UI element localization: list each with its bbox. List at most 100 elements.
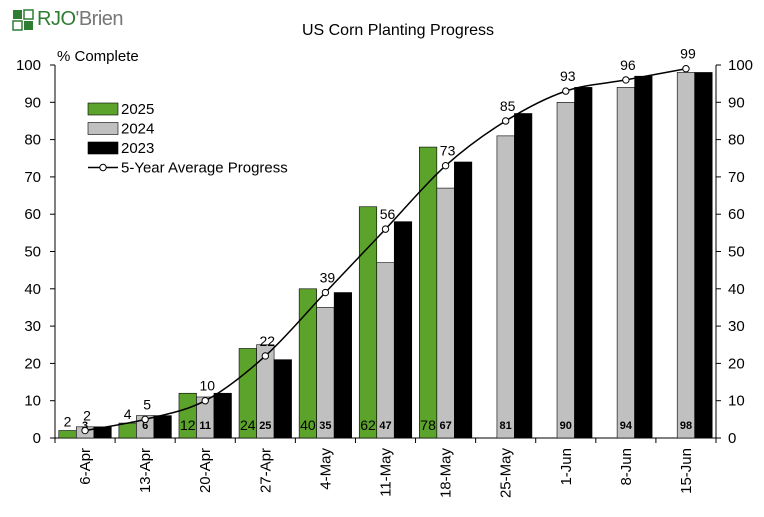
legend-swatch-2024: [87, 122, 119, 135]
data-label-2025: 4: [124, 406, 132, 422]
bar-2023: [153, 415, 172, 439]
bar-2025: [419, 146, 438, 439]
legend-swatch-2023: [87, 141, 119, 155]
y-tick-label-left: 100: [16, 57, 41, 74]
data-label-5yr-average: 99: [680, 46, 696, 62]
legend-label-2025: 2025: [121, 101, 154, 118]
legend-label-5yr-average: 5-Year Average Progress: [121, 160, 288, 177]
bar-2023: [574, 87, 593, 439]
y-tick-label-right: 30: [728, 318, 745, 335]
x-tick-label: 15-Jun: [678, 448, 695, 494]
data-label-2024: 6: [142, 420, 148, 432]
rjo-brien-logo: RJO'Brien: [12, 8, 124, 31]
legend-swatch-2025: [87, 102, 119, 116]
y-tick-label-right: 80: [728, 132, 745, 149]
y-tick-label-right: 40: [728, 281, 745, 298]
line-point-5yr-average: [321, 288, 330, 297]
bar-2024: [676, 72, 696, 439]
bar-2023: [93, 426, 112, 439]
data-label-2024: 25: [259, 420, 271, 432]
y-tick-label-right: 20: [728, 355, 745, 372]
y-tick-label-left: 80: [24, 132, 41, 149]
data-label-2025: 78: [420, 417, 436, 433]
logo-text-brien: Brien: [78, 8, 124, 30]
y-tick-label-left: 10: [24, 393, 41, 410]
data-label-2025: 40: [300, 417, 316, 433]
data-label-2024: 67: [439, 420, 451, 432]
data-label-5yr-average: 39: [320, 270, 336, 286]
legend-label-2024: 2024: [121, 121, 154, 138]
data-label-2025: 24: [240, 417, 256, 433]
x-tick-label: 11-May: [378, 448, 395, 497]
logo-text-apostrophe: ': [75, 8, 80, 30]
logo-text-rjo: RJO: [37, 8, 76, 30]
line-point-5yr-average: [441, 162, 450, 170]
x-tick-label: 8-Jun: [618, 448, 635, 486]
y-tick-label-right: 90: [728, 94, 745, 111]
data-label-5yr-average: 73: [440, 143, 456, 159]
bar-2024: [436, 187, 455, 439]
bar-2025: [58, 430, 77, 439]
bar-2023: [514, 113, 533, 439]
data-label-5yr-average: 22: [260, 333, 276, 349]
y-axis-label: % Complete: [57, 48, 139, 65]
x-tick-label: 20-Apr: [197, 448, 214, 493]
data-label-2024: 3: [82, 420, 88, 432]
y-tick-label-right: 0: [728, 430, 736, 447]
legend-label-2023: 2023: [121, 140, 154, 157]
x-tick-label: 25-May: [498, 448, 515, 499]
x-tick-label: 13-Apr: [137, 448, 154, 493]
line-point-5yr-average: [141, 415, 149, 424]
data-label-5yr-average: 10: [199, 378, 215, 394]
data-label-2024: 11: [199, 420, 211, 432]
data-label-5yr-average: 5: [143, 396, 151, 412]
bar-2023: [454, 161, 473, 439]
y-tick-label-left: 90: [24, 94, 41, 111]
data-label-5yr-average: 2: [83, 408, 91, 424]
y-tick-label-left: 60: [24, 206, 41, 223]
data-label-2025: 2: [64, 414, 72, 430]
bar-2023: [213, 392, 232, 439]
bar-2023: [393, 221, 413, 439]
plot-area: 0 0 10 10 20 20 30 30 40 40 50 50 60 60 70 70 80 80 90 90 10…: [16, 46, 753, 498]
bar-2023: [634, 75, 653, 439]
y-tick-label-left: 50: [24, 244, 41, 261]
line-point-5yr-average: [201, 397, 209, 405]
logo-text: RJO'Brien: [37, 8, 124, 31]
y-tick-label-right: 50: [728, 244, 745, 261]
x-tick-label: 18-May: [438, 448, 455, 499]
data-label-5yr-average: 93: [560, 68, 576, 84]
line-point-5yr-average: [261, 352, 270, 360]
data-label-2024: 47: [379, 420, 391, 432]
chart-title: US Corn Planting Progress: [302, 22, 494, 39]
data-label-2024: 81: [500, 420, 512, 432]
line-point-5yr-average: [622, 76, 630, 84]
data-label-2024: 35: [319, 420, 331, 432]
line-point-5yr-average: [562, 87, 570, 95]
x-tick-label: 4-May: [317, 448, 334, 490]
logo-mark-icon: [12, 8, 34, 31]
y-tick-label-left: 0: [33, 430, 41, 447]
y-tick-label-left: 30: [24, 318, 41, 335]
data-label-5yr-average: 56: [380, 206, 396, 222]
y-tick-label-right: 10: [728, 393, 745, 410]
x-tick-label: 1-Jun: [558, 448, 575, 486]
bar-2024: [616, 87, 635, 439]
line-point-5yr-average: [381, 225, 390, 233]
bar-2023: [273, 359, 292, 439]
bar-2023: [694, 72, 713, 439]
legend-marker-5yr-average: [99, 163, 107, 172]
data-label-5yr-average: 85: [500, 98, 516, 114]
bar-2024: [556, 102, 575, 439]
data-label-2024: 90: [560, 420, 572, 432]
y-tick-label-right: 100: [728, 57, 753, 74]
data-label-2024: 94: [620, 420, 633, 432]
y-tick-label-left: 70: [24, 169, 41, 186]
data-label-2024: 98: [680, 420, 692, 432]
data-label-2025: 62: [360, 417, 376, 433]
line-point-5yr-average: [81, 426, 89, 435]
x-tick-label: 27-Apr: [257, 448, 274, 493]
bar-2025: [118, 422, 137, 439]
bar-2023: [333, 292, 352, 439]
